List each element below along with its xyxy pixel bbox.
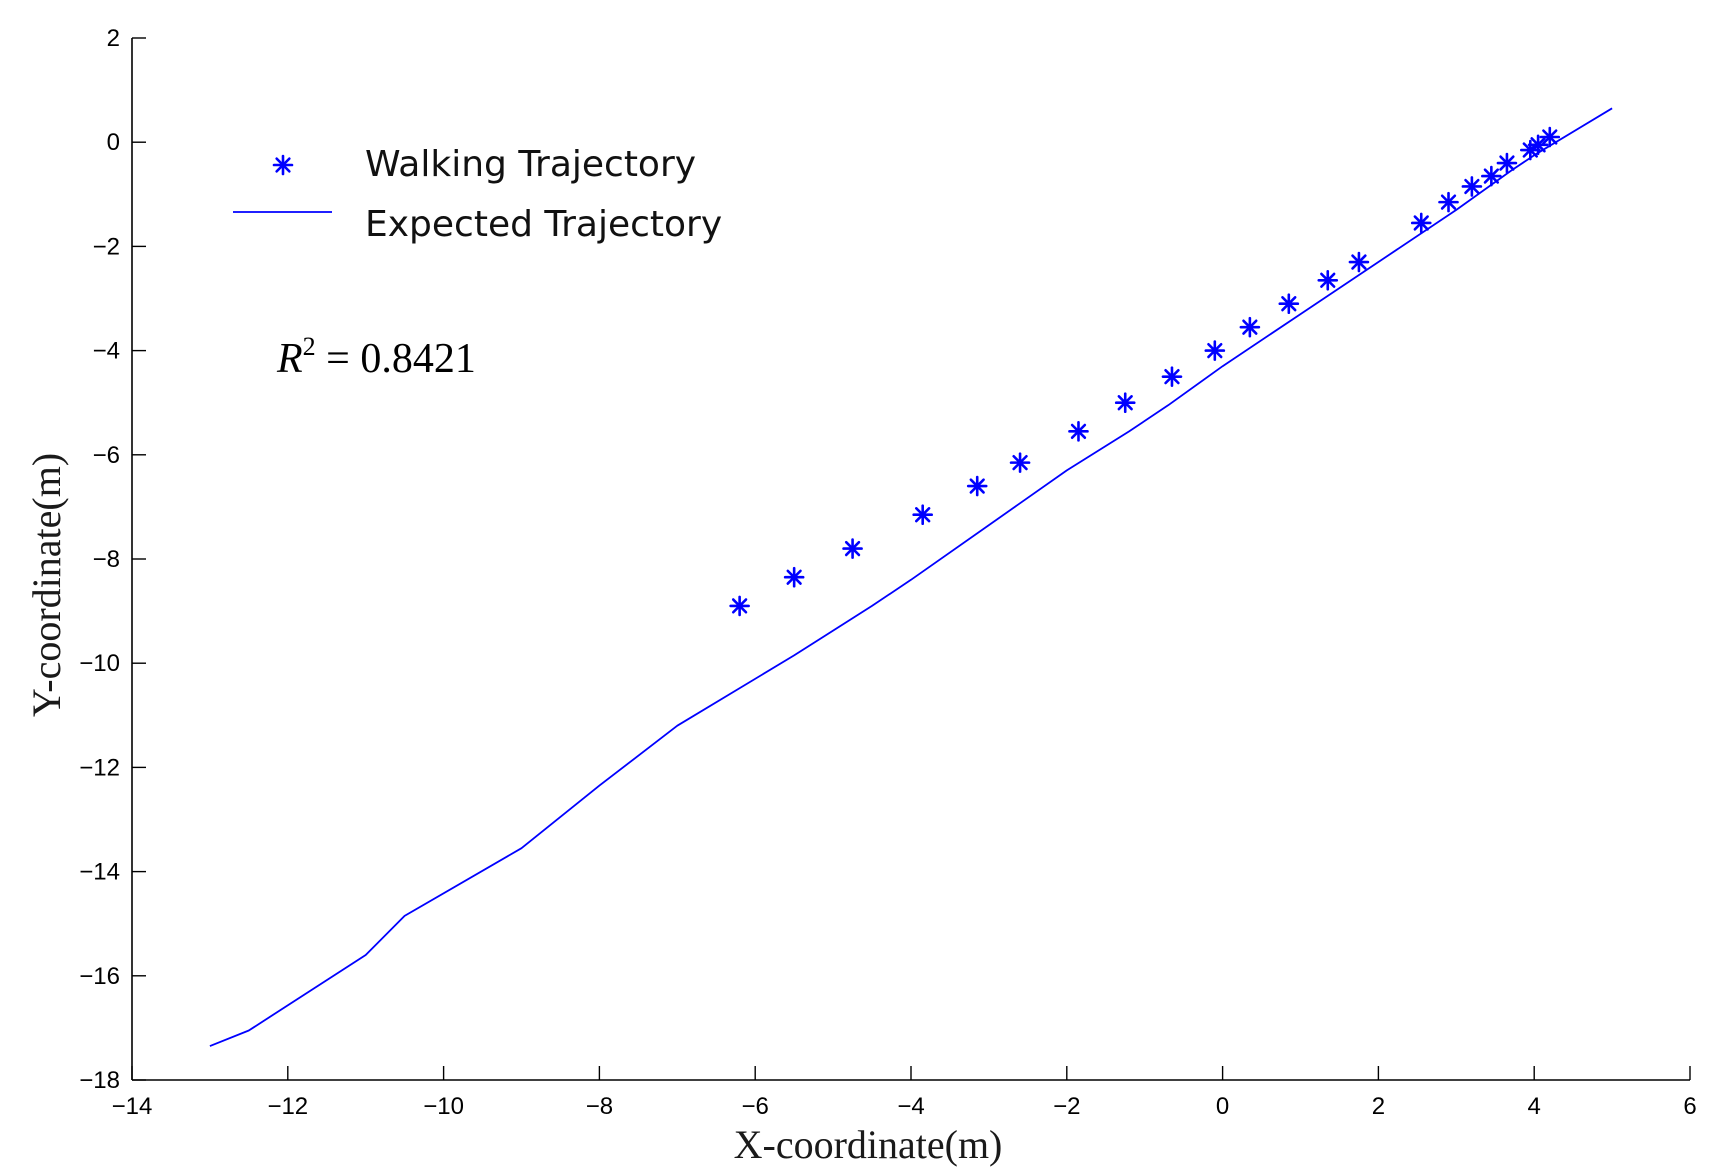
- marker-stroke: [1413, 215, 1429, 231]
- x-axis-title: X-coordinate(m): [734, 1122, 1003, 1167]
- walking-trajectory-point: [966, 475, 988, 497]
- x-tick-label: −6: [742, 1093, 769, 1120]
- y-tick-label: −8: [93, 546, 120, 573]
- walking-trajectory-point: [1496, 152, 1518, 174]
- x-tick-label: 2: [1372, 1093, 1385, 1120]
- x-tick-label: −10: [423, 1093, 464, 1120]
- x-tick-label: −2: [1053, 1093, 1080, 1120]
- x-tick-label: 4: [1528, 1093, 1541, 1120]
- y-tick-label: −16: [79, 963, 120, 990]
- y-tick-label: −2: [93, 233, 120, 260]
- walking-trajectory-point: [1009, 452, 1031, 473]
- walking-trajectory-point: [1481, 165, 1502, 187]
- marker-stroke: [915, 507, 931, 523]
- marker-stroke: [1542, 129, 1558, 145]
- marker-stroke: [969, 478, 985, 494]
- x-axis-ticks: −14 −12 −10 −8 −6 −4 −2 0 2 4 6: [112, 1066, 1697, 1120]
- marker-stroke: [275, 157, 291, 173]
- walking-trajectory-point: [1461, 176, 1483, 197]
- plot-area: [209, 107, 1613, 1047]
- marker-stroke: [1070, 423, 1087, 440]
- x-tick-label: 0: [1216, 1093, 1229, 1120]
- axes: [131, 38, 1690, 1081]
- x-tick-label: −14: [112, 1093, 153, 1120]
- walking-trajectory-point: [1161, 366, 1183, 387]
- y-tick-label: 0: [107, 129, 120, 156]
- y-tick-label: −14: [79, 859, 120, 886]
- walking-trajectory-point: [783, 566, 805, 588]
- r-symbol: R: [276, 336, 303, 382]
- walking-trajectory-point: [1068, 421, 1089, 442]
- x-tick-label: −8: [586, 1093, 613, 1120]
- walking-trajectory-point: [1317, 269, 1339, 291]
- walking-trajectory-point: [1204, 340, 1226, 361]
- y-tick-label: −6: [93, 442, 120, 469]
- marker-stroke: [1281, 296, 1297, 312]
- r-superscript: 2: [303, 332, 316, 361]
- marker-stroke: [1499, 155, 1515, 171]
- y-tick-label: 2: [107, 25, 120, 52]
- walking-trajectory-point: [1410, 212, 1432, 234]
- marker-stroke: [1207, 342, 1223, 359]
- walking-trajectory-point: [1539, 126, 1561, 148]
- marker-stroke: [1483, 168, 1500, 184]
- y-tick-label: −12: [79, 754, 120, 781]
- marker-stroke: [1242, 319, 1258, 335]
- marker-stroke: [1320, 272, 1336, 288]
- walking-trajectory-point: [842, 538, 863, 559]
- legend-expected-label: Expected Trajectory: [365, 204, 722, 245]
- marker-stroke: [1351, 254, 1367, 270]
- walking-trajectory-point: [1527, 134, 1549, 156]
- y-tick-label: −10: [79, 650, 120, 677]
- x-tick-label: 6: [1683, 1093, 1696, 1120]
- walking-trajectory-point: [912, 504, 933, 526]
- marker-stroke: [844, 540, 861, 557]
- walking-trajectory-point: [1278, 293, 1300, 315]
- marker-stroke: [1012, 454, 1028, 471]
- y-axis-title: Y-coordinate(m): [24, 453, 69, 717]
- marker-stroke: [1440, 194, 1457, 210]
- r-squared-annotation: R2 = 0.8421: [276, 332, 476, 382]
- marker-stroke: [1464, 178, 1480, 195]
- y-tick-label: −18: [79, 1067, 120, 1094]
- marker-stroke: [1530, 137, 1546, 153]
- legend: Walking Trajectory Expected Trajectory: [233, 144, 722, 245]
- walking-trajectory-point: [1438, 191, 1459, 213]
- legend-walking-label: Walking Trajectory: [365, 144, 696, 185]
- marker-stroke: [786, 569, 802, 585]
- walking-trajectory-point: [729, 595, 750, 617]
- marker-stroke: [731, 598, 748, 614]
- walking-trajectory-point: [1239, 316, 1261, 338]
- y-tick-label: −4: [93, 338, 120, 365]
- x-tick-label: −12: [267, 1093, 308, 1120]
- expected-trajectory-line: [209, 107, 1613, 1047]
- legend-asterisk: [272, 154, 294, 176]
- y-axis-ticks: 2 0 −2 −4 −6 −8 −10 −12 −14 −16 −18: [79, 25, 146, 1094]
- marker-stroke: [1164, 368, 1180, 385]
- r-value: = 0.8421: [316, 336, 476, 382]
- marker-stroke: [1117, 395, 1133, 411]
- legend-walking-marker: [272, 154, 294, 176]
- walking-trajectory-point: [1348, 251, 1370, 273]
- walking-trajectory-point: [1114, 392, 1136, 414]
- x-tick-label: −4: [897, 1093, 924, 1120]
